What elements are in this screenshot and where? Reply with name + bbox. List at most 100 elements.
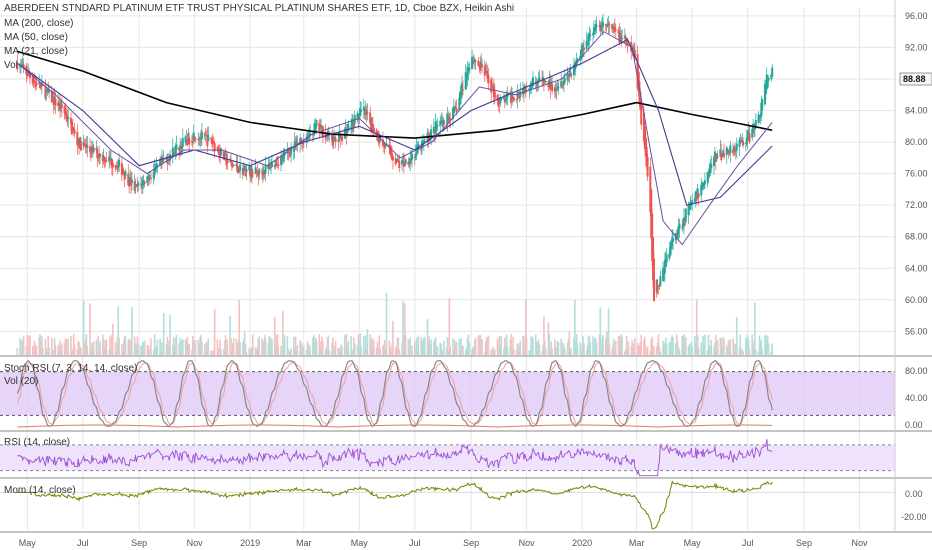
candle-body <box>89 148 92 154</box>
candle-body <box>254 167 257 174</box>
candle-body <box>449 118 452 120</box>
volume-bar <box>48 347 50 355</box>
volume-bar <box>341 346 343 355</box>
candle-body <box>350 127 353 129</box>
candle-body <box>646 156 649 177</box>
volume-bar <box>541 351 543 355</box>
candle-body <box>697 193 700 198</box>
volume-bar <box>410 350 412 355</box>
legend-vol[interactable]: Vol <box>4 60 18 71</box>
volume-bar <box>379 348 381 355</box>
volume-bar <box>409 337 412 355</box>
volume-bar <box>326 337 329 355</box>
candle-body <box>472 61 475 63</box>
time-tick-label: Sep <box>463 538 479 548</box>
candle-body <box>143 181 146 185</box>
volume-bar <box>123 336 126 355</box>
legend-vol20[interactable]: Vol (20) <box>4 376 39 387</box>
time-axis[interactable]: May Jul Sep Nov 2019 Mar May Jul Sep Nov 2020 Mar Ma… <box>19 538 868 548</box>
volume-bar <box>486 339 489 355</box>
price-axis[interactable]: 96.0092.0088.0084.0080.0076.0072.0068.00… <box>905 11 928 336</box>
stoch-rsi-pane <box>0 359 895 428</box>
time-tick-label: Nov <box>852 538 869 548</box>
candle-body <box>192 132 195 142</box>
volume-bar <box>351 351 353 355</box>
volume-bar <box>729 339 732 355</box>
volume-bar <box>550 341 552 355</box>
candle-body <box>274 160 277 166</box>
volume-bar <box>22 335 25 355</box>
volume-bar <box>683 334 685 355</box>
candle-body <box>423 141 426 143</box>
candle-body <box>220 148 223 155</box>
volume-bar <box>160 351 162 355</box>
time-tick-label: Nov <box>187 538 204 548</box>
volume-bar <box>174 338 177 355</box>
candle-body <box>340 136 343 141</box>
volume-bar <box>39 334 41 355</box>
volume-bar <box>352 349 354 355</box>
volume-bar <box>148 350 150 355</box>
volume-bar <box>299 340 301 355</box>
volume-bar <box>753 340 755 355</box>
volume-bar <box>531 336 533 355</box>
legend-stoch-rsi[interactable]: Stoch RSI (7, 3, 14, 14, close) <box>4 363 138 374</box>
stoch-tick-80: 80.00 <box>905 366 928 376</box>
volume-bar <box>242 338 245 355</box>
volume-bar <box>690 341 693 355</box>
volume-bar <box>570 348 572 355</box>
ma21-line <box>16 31 773 246</box>
ma200-line <box>17 50 773 139</box>
volume-bar <box>261 338 263 355</box>
volume-bar <box>439 342 442 355</box>
volume-bar <box>562 342 564 355</box>
candle-body <box>232 165 235 167</box>
volume-bar <box>581 345 583 355</box>
rsi-line <box>17 439 773 477</box>
legend-ma200[interactable]: MA (200, close) <box>4 18 74 29</box>
candle-body <box>102 155 105 159</box>
volume-bar <box>397 337 400 355</box>
candle-body <box>413 156 416 158</box>
volume-bar <box>300 351 302 355</box>
volume-bar <box>500 335 502 355</box>
volume-bar <box>360 346 362 355</box>
candle-body <box>84 144 87 147</box>
candle-body <box>771 67 774 77</box>
candle-body <box>702 182 705 186</box>
candle-body <box>311 134 314 136</box>
candle-body <box>223 152 226 156</box>
legend-ma21[interactable]: MA (21, close) <box>4 46 68 57</box>
price-tick-label: 80.00 <box>905 137 928 147</box>
volume-bar <box>746 334 749 355</box>
candle-body <box>451 107 454 120</box>
candle-body <box>404 159 407 165</box>
volume-bar <box>219 339 221 355</box>
volume-bar <box>155 347 158 355</box>
volume-bar <box>267 342 270 355</box>
legend-rsi[interactable]: RSI (14, close) <box>4 437 71 448</box>
volume-bar <box>77 341 80 355</box>
volume-bar <box>252 334 254 355</box>
candle-body <box>263 171 266 175</box>
candle-body <box>555 89 558 91</box>
legend-momentum[interactable]: Mom (14, close) <box>4 485 76 496</box>
time-tick-label: 2020 <box>572 538 592 548</box>
volume-bar <box>339 351 341 355</box>
volume-bar <box>490 349 492 355</box>
legend-ma50[interactable]: MA (50, close) <box>4 32 68 43</box>
volume-bar <box>244 343 247 355</box>
volume-bar <box>726 347 729 355</box>
volume-bar <box>27 347 29 355</box>
volume-bar <box>396 338 399 355</box>
candle-body <box>242 168 245 172</box>
volume-bar <box>235 338 238 355</box>
volume-bar <box>192 335 194 355</box>
candle-body <box>296 142 299 145</box>
volume-bar <box>249 350 251 355</box>
candle-body <box>652 258 655 302</box>
volume-bar <box>156 339 159 355</box>
volume-bar <box>751 334 754 355</box>
candle-body <box>69 117 72 125</box>
